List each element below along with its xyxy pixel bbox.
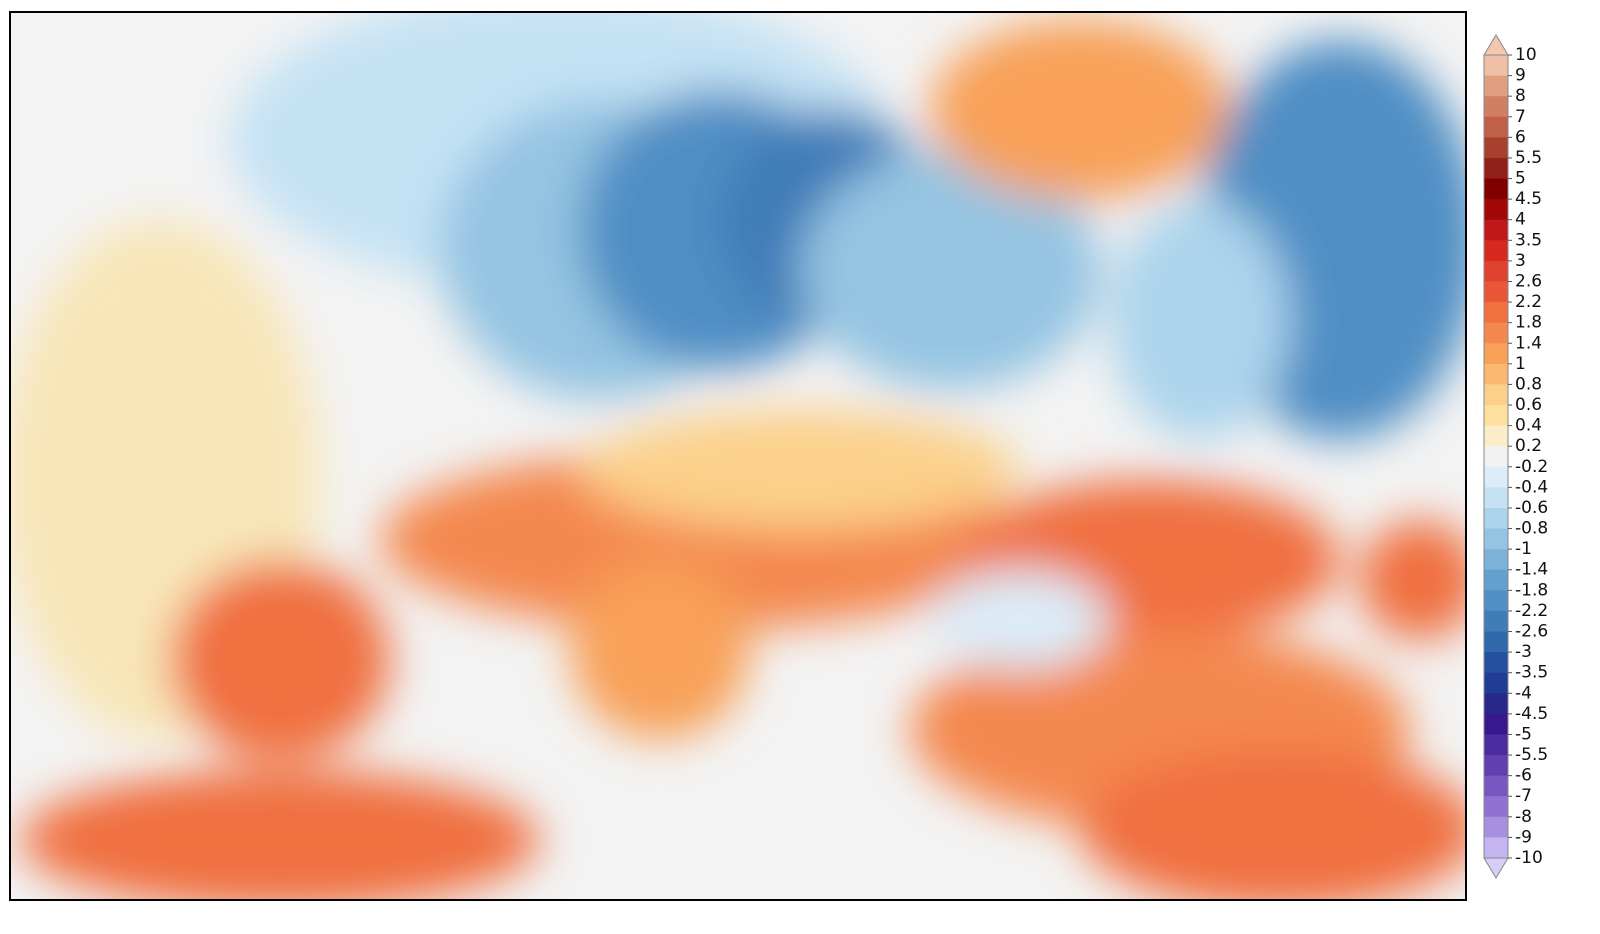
colorbar-segment <box>1484 816 1508 838</box>
colorbar-tick-label: -8 <box>1515 807 1532 827</box>
colorbar-segment <box>1484 775 1508 797</box>
colorbar-over-arrow <box>1483 34 1509 56</box>
colorbar-tick-label: -0.8 <box>1515 519 1548 539</box>
colorbar-segment <box>1484 652 1508 674</box>
colorbar-segment <box>1484 487 1508 509</box>
colorbar-segment <box>1484 363 1508 385</box>
colorbar-tick-label: -3.5 <box>1515 663 1548 683</box>
colorbar-segment <box>1484 446 1508 468</box>
colorbar-tick-label: 9 <box>1515 66 1526 86</box>
colorbar-outline <box>1483 54 1509 859</box>
colorbar-tick-label: 1 <box>1515 354 1526 374</box>
colorbar-segment <box>1484 240 1508 262</box>
colorbar-segment <box>1484 281 1508 303</box>
colorbar-tick-label: 2.2 <box>1515 292 1542 312</box>
colorbar-segment <box>1484 322 1508 344</box>
colorbar-tick-label: 3.5 <box>1515 230 1542 250</box>
colorbar-tick-label: -0.4 <box>1515 477 1548 497</box>
map-frame <box>9 11 1467 901</box>
colorbar-tick-label: 4.5 <box>1515 189 1542 209</box>
colorbar-tick-label: 5 <box>1515 169 1526 189</box>
colorbar-tick-label: 0.6 <box>1515 395 1542 415</box>
colorbar-tick-label: -9 <box>1515 827 1532 847</box>
colorbar-segment <box>1484 116 1508 138</box>
colorbar-segment <box>1484 734 1508 756</box>
colorbar-tick-label: 5.5 <box>1515 148 1542 168</box>
colorbar-segment <box>1484 55 1508 77</box>
colorbar-tick-label: 4 <box>1515 210 1526 230</box>
colorbar-segment <box>1484 178 1508 200</box>
colorbar-tick-label: 0.2 <box>1515 436 1542 456</box>
colorbar-tick-label: -6 <box>1515 766 1532 786</box>
colorbar-tick-label: 7 <box>1515 107 1526 127</box>
colorbar-segment <box>1484 199 1508 221</box>
colorbar-segment <box>1484 507 1508 530</box>
colorbar-tick-label: 1.4 <box>1515 333 1542 353</box>
colorbar-tick-label: 2.6 <box>1515 271 1542 291</box>
colorbar-segment <box>1484 528 1508 550</box>
colorbar-under-arrow <box>1483 857 1509 879</box>
colorbar-segment <box>1484 569 1508 591</box>
colorbar-segment <box>1484 837 1508 859</box>
colorbar-tick-label: -5.5 <box>1515 745 1548 765</box>
colorbar-tick-label: -4.5 <box>1515 704 1548 724</box>
colorbar-segment <box>1484 610 1508 633</box>
colorbar-tick-label: -5 <box>1515 724 1532 744</box>
colorbar-segment <box>1484 343 1508 365</box>
colorbar: 1098765.554.543.532.62.21.81.410.80.60.4… <box>1483 34 1548 879</box>
colorbar-tick-label: -4 <box>1515 683 1532 703</box>
colorbar-segment <box>1484 425 1508 447</box>
colorbar-segment <box>1484 672 1508 694</box>
colorbar-segment <box>1484 549 1508 571</box>
colorbar-tick-label: -2.2 <box>1515 601 1548 621</box>
colorbar-segment <box>1484 157 1508 180</box>
colorbar-segment <box>1484 590 1508 612</box>
colorbar-tick-label: 0.8 <box>1515 374 1542 394</box>
colorbar-segment <box>1484 755 1508 777</box>
anomaly-field <box>10 12 1466 900</box>
colorbar-segment <box>1484 631 1508 653</box>
colorbar-tick-label: -7 <box>1515 786 1532 806</box>
colorbar-segment <box>1484 466 1508 488</box>
colorbar-tick-label: 3 <box>1515 251 1526 271</box>
colorbar-segment <box>1484 796 1508 818</box>
colorbar-tick-label: -10 <box>1515 848 1543 868</box>
colorbar-tick-label: 10 <box>1515 45 1537 65</box>
colorbar-tick-label: -2.6 <box>1515 622 1548 642</box>
colorbar-segment <box>1484 260 1508 282</box>
colorbar-segment <box>1484 137 1508 159</box>
colorbar-tick-label: 1.8 <box>1515 313 1542 333</box>
colorbar-tick-label: 0.4 <box>1515 416 1542 436</box>
colorbar-tick-label: -1.8 <box>1515 580 1548 600</box>
colorbar-segment <box>1484 713 1508 735</box>
colorbar-tick-label: -3 <box>1515 642 1532 662</box>
colorbar-segment <box>1484 75 1508 97</box>
colorbar-segment <box>1484 302 1508 324</box>
colorbar-tick-label: -1.4 <box>1515 560 1548 580</box>
colorbar-tick-label: 8 <box>1515 86 1526 106</box>
colorbar-segment <box>1484 405 1508 427</box>
colorbar-tick-label: -0.2 <box>1515 457 1548 477</box>
colorbar-segment <box>1484 219 1508 241</box>
colorbar-segment <box>1484 96 1508 118</box>
colorbar-segment <box>1484 384 1508 406</box>
colorbar-tick-label: 6 <box>1515 127 1526 147</box>
colorbar-tick-label: -0.6 <box>1515 498 1548 518</box>
colorbar-segment <box>1484 693 1508 715</box>
colorbar-tick-label: -1 <box>1515 539 1532 559</box>
